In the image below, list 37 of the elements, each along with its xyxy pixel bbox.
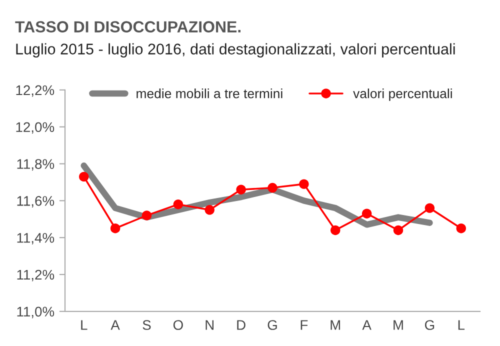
x-tick-label: O: [173, 320, 183, 330]
y-tick-label: 11,2%: [17, 270, 54, 282]
x-tick-label: M: [330, 320, 340, 330]
x-tick-label: D: [237, 320, 246, 330]
point: [204, 205, 214, 215]
y-tick-label: 11,6%: [17, 196, 54, 208]
point: [79, 172, 89, 182]
legend-label: medie mobili a tre termini: [136, 88, 282, 98]
x-tick-label: L: [458, 320, 465, 330]
chart-subtitle: Luglio 2015 - luglio 2016, dati destagionalizzati, valori percentuali: [16, 43, 455, 58]
point: [424, 203, 435, 213]
point: [110, 224, 120, 234]
x-tick-label: G: [268, 320, 277, 330]
y-tick-label: 11,0%: [17, 306, 54, 318]
x-tick-label: L: [81, 320, 88, 330]
y-tick-label: 12,2%: [16, 85, 54, 97]
point: [268, 182, 278, 193]
point: [456, 224, 466, 234]
x-tick-label: M: [394, 320, 403, 330]
y-tick-label: 11,8%: [17, 159, 54, 171]
chart-title: TASSO DI DISOCCUPAZIONE.: [15, 21, 240, 32]
legend-label: valori percentuali: [353, 88, 452, 101]
point: [299, 179, 309, 189]
x-tick-label: A: [362, 320, 372, 330]
y-tick-label: 11,4%: [17, 232, 54, 244]
x-tick-label: S: [142, 320, 151, 330]
x-tick-label: F: [300, 320, 308, 330]
point: [236, 184, 246, 194]
y-tick-label: 12,0%: [16, 122, 54, 134]
point: [362, 208, 372, 218]
point: [393, 225, 404, 236]
point: [173, 200, 184, 210]
x-tick-label: A: [110, 320, 120, 330]
point: [142, 210, 152, 220]
point: [330, 225, 340, 236]
x-tick-label: G: [424, 320, 434, 330]
x-tick-label: N: [206, 320, 214, 330]
